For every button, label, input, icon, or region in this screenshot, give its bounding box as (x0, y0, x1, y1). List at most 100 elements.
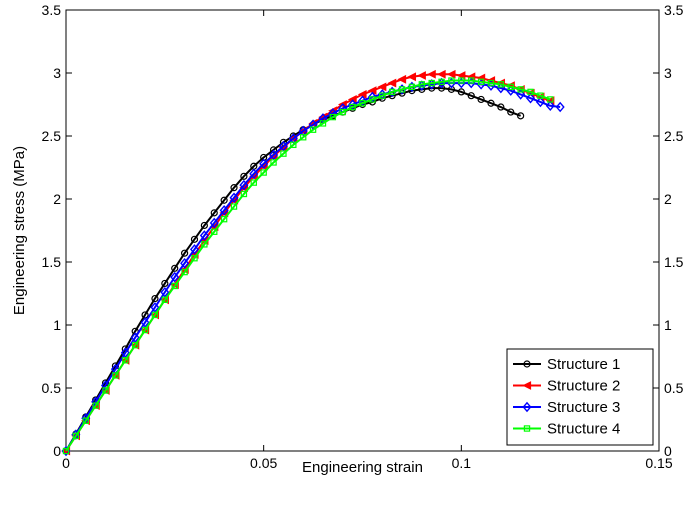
data-point (151, 294, 159, 303)
series-4 (62, 77, 554, 455)
axis-ticks (65, 9, 660, 452)
legend-entry: Structure 3 (513, 399, 620, 416)
y-tick-label-left: 3.5 (42, 2, 62, 18)
data-point (249, 168, 259, 180)
legend-marker (522, 401, 532, 413)
legend-marker (523, 425, 531, 432)
data-point (211, 228, 218, 235)
y-tick-label-right: 2 (664, 191, 672, 207)
data-point (468, 77, 475, 84)
data-point (151, 311, 159, 319)
y-tick-label-left: 1.5 (42, 254, 62, 270)
data-point (290, 141, 297, 149)
data-point (82, 417, 89, 424)
x-tick-label: 0.05 (250, 455, 277, 471)
data-point (269, 149, 279, 161)
series-layer (61, 69, 565, 457)
y-tick-label-right: 3.5 (664, 2, 684, 18)
data-point (112, 372, 119, 379)
legend-label: Structure 2 (547, 378, 620, 395)
data-point (517, 112, 525, 120)
data-point (357, 95, 368, 106)
data-point (259, 158, 269, 169)
data-point (517, 86, 524, 93)
y-axis-label: Engineering stress (MPa) (11, 146, 28, 315)
data-point (487, 99, 495, 107)
y-tick-label-right: 1 (664, 317, 672, 333)
data-point (161, 296, 169, 304)
y-tick-label-left: 0.5 (42, 380, 62, 396)
data-point (408, 83, 416, 91)
data-point (436, 69, 446, 79)
data-point (230, 184, 238, 192)
y-tick-label-left: 3 (53, 65, 61, 81)
data-point (535, 96, 545, 108)
data-point (210, 209, 218, 217)
x-tick-label: 0.15 (645, 455, 672, 471)
data-point (497, 103, 505, 111)
data-point (407, 72, 417, 82)
data-point (516, 89, 526, 100)
legend: Structure 1 Structure 2 Structure 3 Structu… (506, 348, 654, 446)
data-point (131, 341, 139, 349)
y-tick-label-left: 2.5 (42, 128, 62, 144)
data-point (467, 92, 475, 100)
data-point (191, 255, 198, 262)
data-point (189, 244, 200, 255)
data-point (398, 86, 406, 93)
data-point (140, 317, 150, 328)
data-point (457, 88, 465, 96)
data-point (309, 126, 317, 133)
data-point (359, 100, 366, 107)
data-point (122, 357, 129, 364)
axis-tick-labels: 0 0.05 0.1 0.150 00.5 0.51 11.5 1.52 22.5 2.53 33.… (42, 2, 684, 471)
data-point (190, 235, 199, 243)
data-point (397, 74, 407, 84)
data-point (349, 103, 356, 111)
data-point (537, 92, 544, 99)
y-tick-label-left: 2 (53, 191, 61, 207)
data-point (161, 279, 169, 288)
data-point (329, 113, 337, 121)
data-point (527, 88, 534, 96)
data-point (545, 100, 555, 112)
data-point (418, 81, 426, 88)
data-point (428, 79, 435, 87)
data-point (141, 326, 149, 334)
data-point (507, 108, 515, 116)
legend-marker (523, 360, 531, 368)
data-point (377, 82, 387, 92)
data-point (220, 215, 228, 223)
data-point (130, 332, 140, 343)
data-point (319, 120, 327, 127)
data-point (62, 447, 70, 455)
data-point (201, 241, 208, 248)
data-point (230, 203, 238, 210)
data-point (72, 432, 80, 440)
data-point (219, 205, 229, 216)
data-point (426, 69, 436, 79)
data-point (300, 134, 307, 141)
x-axis-label: Engineering strain (302, 459, 423, 476)
data-point (497, 81, 505, 88)
data-point (170, 271, 180, 283)
legend-label: Structure 3 (547, 399, 620, 416)
data-point (171, 282, 178, 290)
data-point (239, 179, 249, 191)
data-point (278, 140, 288, 152)
plot-area-frame (65, 9, 660, 452)
data-point (367, 91, 377, 103)
data-point (438, 78, 445, 86)
x-tick-label: 0.1 (452, 455, 472, 471)
data-point (92, 402, 99, 409)
legend-label: Structure 4 (547, 421, 620, 438)
data-point (448, 77, 455, 84)
data-point (348, 99, 358, 110)
legend-entry: Structure 4 (513, 421, 620, 438)
data-point (181, 268, 188, 276)
data-point (269, 146, 278, 154)
data-point (507, 83, 514, 91)
data-point (379, 92, 386, 99)
